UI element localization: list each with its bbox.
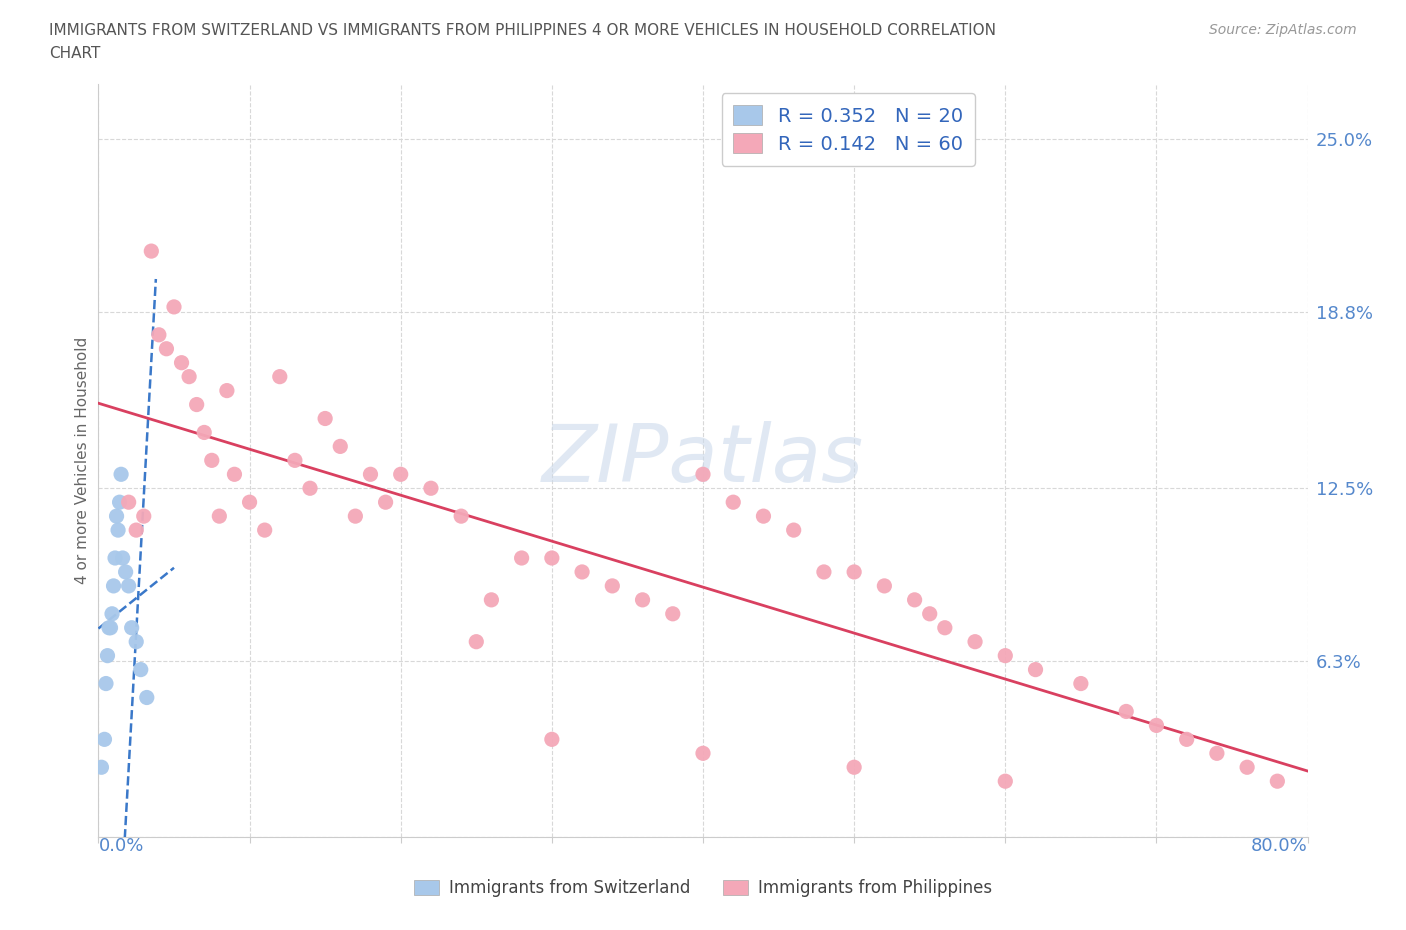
Point — [94, 676, 117, 691]
Point — [723, 495, 745, 510]
Point — [105, 509, 128, 524]
Point — [602, 578, 624, 593]
Point — [93, 732, 115, 747]
Point — [129, 662, 152, 677]
Text: Source: ZipAtlas.com: Source: ZipAtlas.com — [1209, 23, 1357, 37]
Text: ZIPatlas: ZIPatlas — [541, 421, 865, 499]
Point — [125, 634, 148, 649]
Point — [239, 495, 262, 510]
Point — [299, 481, 322, 496]
Point — [344, 509, 367, 524]
Point — [269, 369, 291, 384]
Point — [100, 620, 122, 635]
Point — [692, 467, 714, 482]
Point — [118, 495, 141, 510]
Point — [103, 578, 125, 593]
Point — [170, 355, 193, 370]
Point — [1070, 676, 1092, 691]
Point — [934, 620, 956, 635]
Point — [314, 411, 336, 426]
Point — [465, 634, 488, 649]
Point — [540, 551, 562, 565]
Point — [844, 760, 866, 775]
Point — [104, 551, 127, 565]
Point — [1206, 746, 1229, 761]
Point — [201, 453, 224, 468]
Point — [118, 578, 141, 593]
Point — [1175, 732, 1198, 747]
Point — [994, 648, 1017, 663]
Point — [1236, 760, 1258, 775]
Point — [1267, 774, 1289, 789]
Y-axis label: 4 or more Vehicles in Household: 4 or more Vehicles in Household — [75, 337, 90, 584]
Point — [783, 523, 806, 538]
Point — [215, 383, 238, 398]
Point — [661, 606, 683, 621]
Point — [110, 467, 132, 482]
Point — [1024, 662, 1046, 677]
Point — [1144, 718, 1167, 733]
Point — [224, 467, 246, 482]
Point — [450, 509, 472, 524]
Point — [1115, 704, 1137, 719]
Point — [101, 606, 124, 621]
Point — [114, 565, 136, 579]
Point — [965, 634, 987, 649]
Point — [135, 690, 157, 705]
Point — [98, 620, 121, 635]
Point — [481, 592, 503, 607]
Point — [813, 565, 835, 579]
Point — [844, 565, 866, 579]
Point — [132, 509, 155, 524]
Point — [121, 620, 143, 635]
Point — [329, 439, 352, 454]
Point — [631, 592, 654, 607]
Point — [873, 578, 896, 593]
Point — [208, 509, 231, 524]
Point — [193, 425, 215, 440]
Point — [420, 481, 443, 496]
Point — [148, 327, 170, 342]
Point — [571, 565, 593, 579]
Point — [692, 746, 714, 761]
Point — [540, 732, 562, 747]
Point — [752, 509, 775, 524]
Point — [90, 760, 112, 775]
Point — [163, 299, 186, 314]
Point — [96, 648, 118, 663]
Point — [155, 341, 177, 356]
Point — [904, 592, 927, 607]
Point — [107, 523, 129, 538]
Text: 80.0%: 80.0% — [1251, 837, 1308, 855]
Point — [374, 495, 396, 510]
Point — [389, 467, 412, 482]
Point — [111, 551, 134, 565]
Point — [125, 523, 148, 538]
Point — [284, 453, 307, 468]
Point — [918, 606, 941, 621]
Point — [186, 397, 208, 412]
Point — [994, 774, 1017, 789]
Point — [108, 495, 131, 510]
Point — [179, 369, 201, 384]
Point — [360, 467, 382, 482]
Text: 0.0%: 0.0% — [98, 837, 143, 855]
Text: IMMIGRANTS FROM SWITZERLAND VS IMMIGRANTS FROM PHILIPPINES 4 OR MORE VEHICLES IN: IMMIGRANTS FROM SWITZERLAND VS IMMIGRANT… — [49, 23, 997, 38]
Legend: Immigrants from Switzerland, Immigrants from Philippines: Immigrants from Switzerland, Immigrants … — [406, 872, 1000, 904]
Point — [253, 523, 276, 538]
Point — [141, 244, 163, 259]
Text: CHART: CHART — [49, 46, 101, 61]
Point — [510, 551, 533, 565]
